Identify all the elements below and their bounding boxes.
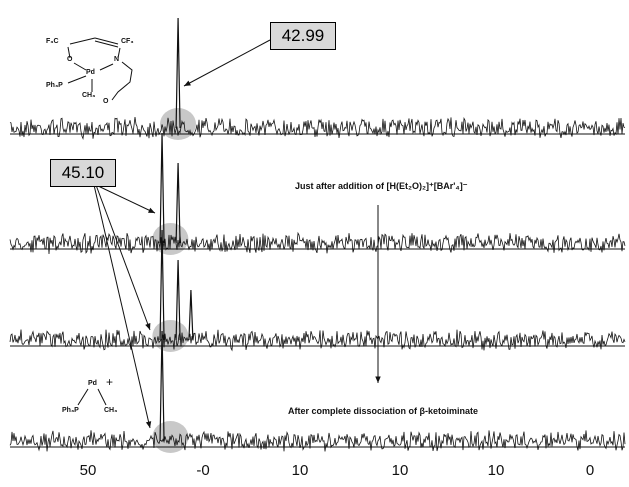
chem-label-f3c: F₃C — [46, 38, 59, 45]
x-tick-label: -0 — [196, 462, 210, 479]
spectrum-trace — [9, 329, 626, 352]
spectrum-trace — [9, 231, 626, 255]
chem-label-n: N — [114, 56, 120, 63]
spectrum-peak — [159, 132, 165, 244]
chem-label-pd: Pd — [86, 69, 95, 76]
arrow-45-10-b — [95, 184, 151, 331]
caption-after-addition: Just after addition of [H(Et₂O)₂]⁺[BAr'₄… — [295, 181, 467, 192]
x-tick-label: 10 — [487, 462, 505, 479]
chem-label-o: O — [67, 56, 73, 63]
spectrum-peak — [159, 330, 165, 442]
arrow-head — [375, 376, 381, 383]
arrow-42-99 — [183, 39, 271, 87]
chem-label-plus: + — [106, 375, 114, 389]
arrow-head — [184, 80, 191, 86]
caption-after-addition-text: Just after addition of — [295, 181, 385, 191]
chem-label-ch3-cation: CH₃ — [104, 407, 118, 414]
callout-45-10: 45.10 — [50, 159, 116, 187]
chem-label-pd-cation: Pd — [88, 380, 97, 387]
x-tick-label: 10 — [391, 462, 409, 479]
arrow-45-10-a — [95, 184, 156, 214]
x-tick-label: 50 — [79, 462, 97, 479]
caption-complete-dissociation: After complete dissociation of β-ketoimi… — [288, 406, 479, 416]
spectrum-trace — [9, 116, 626, 141]
caption-reagent: [H(Et₂O)₂]⁺[BAr'₄]⁻ — [386, 181, 468, 191]
chem-label-ph3p: Ph₃P — [46, 82, 63, 89]
spectrum-peak — [175, 259, 181, 341]
arrow-head — [145, 421, 152, 428]
arrow-head — [145, 323, 151, 330]
chem-label-o-ether: O — [103, 98, 109, 105]
callout-42-99: 42.99 — [270, 22, 336, 50]
spectrum-peak — [188, 289, 194, 341]
x-tick-label: 10 — [291, 462, 309, 479]
x-tick-label: 0 — [585, 462, 595, 479]
spectrum-peak — [159, 229, 165, 341]
chem-label-cf3: CF₃ — [121, 38, 134, 45]
spectrum-trace — [9, 430, 626, 452]
chem-label-ph3p-cation: Ph₃P — [62, 407, 79, 414]
arrow-head — [148, 207, 155, 213]
chem-label-ch3: CH₃ — [82, 92, 96, 99]
spectrum-peak — [175, 17, 181, 129]
spectrum-peak — [175, 162, 181, 244]
peak-highlight — [152, 320, 189, 352]
arrow-45-10-c — [93, 184, 151, 429]
